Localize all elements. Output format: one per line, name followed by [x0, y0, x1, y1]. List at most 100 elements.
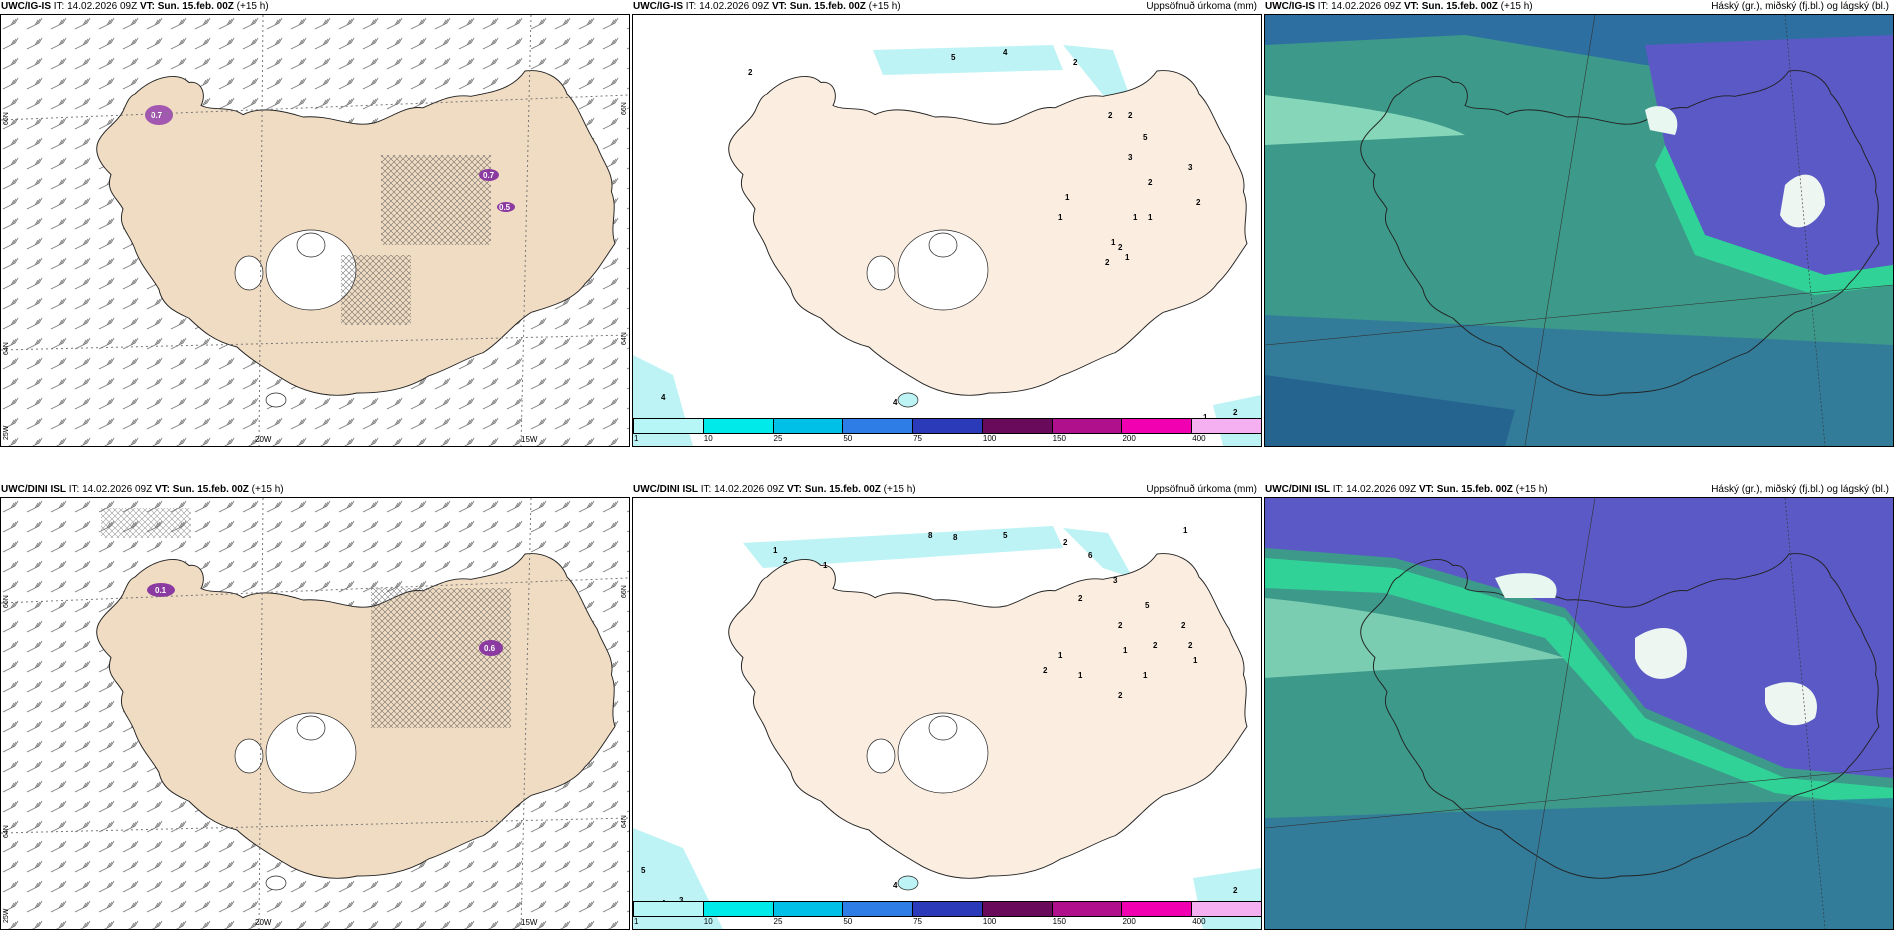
snow-max-east	[479, 169, 499, 181]
precip-value: 4	[893, 881, 898, 890]
high-cloud-ne	[1645, 35, 1893, 275]
colorbar-tick: 50	[843, 917, 853, 926]
map-frame[interactable]	[1264, 497, 1894, 930]
precip-value: 1	[1123, 646, 1128, 655]
graticule-20w	[258, 498, 264, 929]
lat-label-66: 66N	[3, 112, 10, 125]
map-frame[interactable]	[1264, 14, 1894, 447]
precip-value: 1	[773, 546, 778, 555]
precip-value: 2	[1128, 111, 1133, 120]
map-frame[interactable]: 0.1 0.6 66N 64N 25W 66N 64N 20W 15W	[0, 497, 630, 930]
colorbar-cell	[842, 418, 914, 434]
precip-value: 6	[1088, 551, 1093, 560]
precip-value: 2	[1233, 886, 1238, 895]
glacier-myrdalsjokull	[265, 875, 287, 891]
it-label: IT:	[700, 484, 712, 495]
precip-value: 5	[951, 53, 956, 62]
precip-value: 2	[1118, 621, 1123, 630]
precip-value: 4	[661, 393, 666, 402]
high-cloud-north	[1265, 498, 1893, 778]
grid-line	[1265, 767, 1893, 829]
precip-number-labels: 8 8 5 2 6 1 3 2 5 2 2 2 2 1 1 1 2	[641, 526, 1238, 908]
model-name: UWC/IG-IS	[633, 1, 683, 12]
iceland-land	[728, 553, 1248, 879]
panel-title: Uppsöfnuð úrkoma (mm)	[1146, 484, 1257, 495]
colorbar-tick: 200	[1122, 434, 1136, 443]
it-value: 14.02.2026 09Z	[1346, 484, 1417, 495]
panel-wind-dini: UWC/DINI ISL IT: 14.02.2026 09Z VT: Sun.…	[0, 483, 630, 930]
precip-value: 2	[1105, 258, 1110, 267]
graticule-20w	[258, 15, 264, 446]
precip-area-north	[743, 526, 1063, 568]
lead-time: (+15 h)	[868, 1, 901, 12]
clear-patch-east	[1765, 682, 1817, 726]
colorbar-cell	[772, 901, 844, 917]
model-name: UWC/DINI ISL	[1, 484, 66, 495]
glacier-hofsjokull	[928, 232, 958, 258]
panel-cloud-igis: UWC/IG-IS IT: 14.02.2026 09Z VT: Sun. 15…	[1264, 0, 1894, 447]
lat-label-64-right: 64N	[621, 815, 628, 828]
colorbar-cell	[981, 418, 1053, 434]
model-name: UWC/DINI ISL	[1265, 484, 1330, 495]
lat-label-64-right: 64N	[621, 332, 628, 345]
vt-label: VT:	[786, 484, 802, 495]
panel-title: Háský (gr.), miðský (fj.bl.) og lágský (…	[1711, 484, 1889, 495]
precip-value: 3	[1128, 153, 1133, 162]
precip-value: 2	[1188, 641, 1193, 650]
grid-line	[1784, 498, 1826, 929]
colorbar-tick: 75	[913, 917, 923, 926]
precip-area-ne	[1063, 45, 1133, 105]
colorbar-tick: 400	[1192, 434, 1206, 443]
colorbar: 1 10 25 50 75 100 150 200 400	[633, 901, 1261, 927]
snow-label: 0.1	[155, 586, 167, 595]
graticule-15w	[520, 15, 532, 446]
precip-value: 3	[1113, 576, 1118, 585]
colorbar-cell	[1121, 418, 1193, 434]
precip-value: 2	[1196, 198, 1201, 207]
snow-hatch-east	[381, 155, 491, 245]
lon-label-20w: 20W	[255, 435, 272, 444]
panel-header: UWC/DINI ISL IT: 14.02.2026 09Z VT: Sun.…	[1, 483, 627, 497]
vt-value: Sun. 15.feb. 00Z	[1436, 484, 1513, 495]
precip-value: 5	[1145, 601, 1150, 610]
vt-label: VT:	[771, 1, 787, 12]
snow-max-east2	[497, 202, 515, 212]
panel-precip-dini: UWC/DINI ISL IT: 14.02.2026 09Z VT: Sun.…	[632, 483, 1262, 930]
lead-time: (+15 h)	[1515, 484, 1548, 495]
precip-value: 2	[1118, 691, 1123, 700]
it-value: 14.02.2026 09Z	[699, 1, 770, 12]
it-label: IT:	[1317, 1, 1329, 12]
vt-value: Sun. 15.feb. 00Z	[789, 1, 866, 12]
colorbar-cell	[1191, 901, 1261, 917]
glacier-hofsjokull	[296, 715, 326, 741]
precip-value: 5	[1143, 133, 1148, 142]
snow-max-west	[145, 105, 173, 125]
precip-number-labels: 5 4 2 2 2 2 5 3 3 2 2 1 1 1 1 2 1	[661, 48, 1238, 422]
colorbar-tick: 10	[703, 434, 713, 443]
glacier-vatnajokull	[897, 712, 989, 794]
colorbar-cell	[842, 901, 914, 917]
cloud-band-front	[1655, 145, 1893, 295]
panel-title: Háský (gr.), miðský (fj.bl.) og lágský (…	[1711, 1, 1889, 12]
vt-value: Sun. 15.feb. 00Z	[804, 484, 881, 495]
vt-label: VT:	[154, 484, 170, 495]
precip-value: 1	[1058, 213, 1063, 222]
vt-label: VT:	[139, 1, 155, 12]
colorbar-cell	[702, 418, 774, 434]
mid-cloud-south	[1265, 798, 1893, 929]
precip-value: 8	[953, 533, 958, 542]
colorbar-cell	[1121, 901, 1193, 917]
colorbar-tick: 150	[1052, 917, 1067, 926]
vt-value: Sun. 15.feb. 00Z	[157, 1, 234, 12]
map-frame[interactable]: 8 8 5 2 6 1 3 2 5 2 2 2 2 1 1 1 2	[632, 497, 1262, 930]
glacier-vatnajokull	[265, 712, 357, 794]
precip-value: 2	[1153, 641, 1158, 650]
vt-value: Sun. 15.feb. 00Z	[172, 484, 249, 495]
model-name: UWC/IG-IS	[1265, 1, 1315, 12]
map-frame[interactable]: 5 4 2 2 2 2 5 3 3 2 2 1 1 1 1 2 1	[632, 14, 1262, 447]
clear-patch-center	[1635, 628, 1687, 679]
lead-time: (+15 h)	[251, 484, 284, 495]
lead-time: (+15 h)	[883, 484, 916, 495]
glacier-hofsjokull	[296, 232, 326, 258]
map-frame[interactable]: 0.7 0.7 0.5 66N 64N 25W 66N 64N 20W 15W	[0, 14, 630, 447]
